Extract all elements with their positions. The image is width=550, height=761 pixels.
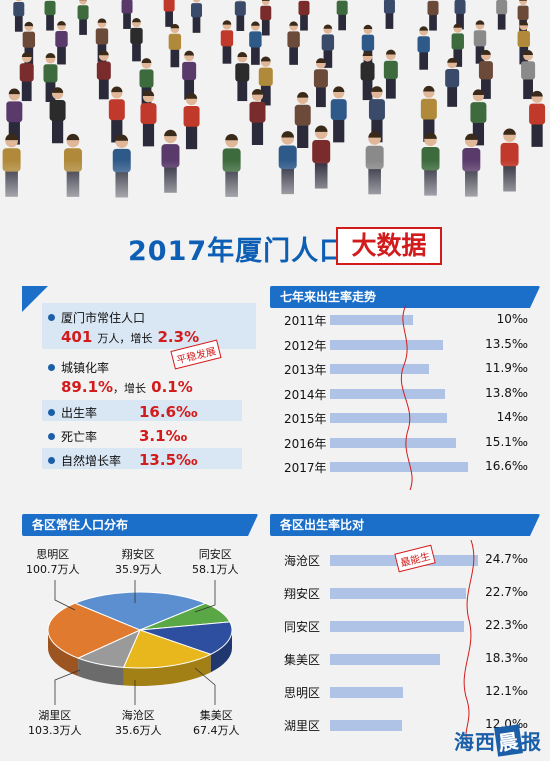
pie-label-haicang: 海沧区 35.6万人 bbox=[115, 709, 162, 737]
trend-bar bbox=[330, 315, 414, 325]
district-name-label: 思明区 bbox=[284, 686, 321, 700]
trend-year-label: 2016年 bbox=[284, 436, 327, 451]
district-bar bbox=[330, 654, 440, 665]
district-bar-row: 集美区 18.3‰ bbox=[268, 647, 538, 671]
district-bar bbox=[330, 588, 467, 599]
trend-year-label: 2011年 bbox=[284, 314, 327, 328]
trend-bar-row: 2013年 11.9‰ bbox=[268, 359, 538, 379]
pie-slice-side bbox=[210, 630, 232, 673]
pie-label-jimei: 集美区 67.4万人 bbox=[193, 709, 240, 737]
trend-year-label: 2015年 bbox=[284, 412, 327, 426]
district-pop-header: 各区常住人口分布 bbox=[22, 514, 258, 536]
district-name-label: 湖里区 bbox=[284, 719, 321, 733]
resident-unit: 万人，增长 bbox=[97, 332, 153, 345]
pie-slice-side bbox=[78, 658, 124, 686]
natural-value: 13.5‰ bbox=[139, 451, 198, 469]
urban-growth: 0.1% bbox=[151, 378, 193, 396]
birth-value: 16.6‰ bbox=[139, 403, 198, 421]
tear-line-2 bbox=[463, 540, 475, 740]
birth-label: 出生率 bbox=[61, 406, 98, 420]
district-name-label: 集美区 bbox=[284, 653, 321, 667]
pie-slice bbox=[139, 621, 233, 655]
resident-stat: 厦门市常住人口 401 万人，增长 2.3% bbox=[42, 303, 256, 349]
trend-bar-row: 2015年 14‰ bbox=[268, 408, 538, 428]
trend-value-label: 16.6‰ bbox=[485, 459, 528, 473]
district-bar-row: 翔安区 22.7‰ bbox=[268, 581, 538, 605]
death-label: 死亡率 bbox=[61, 430, 98, 444]
district-rate-header: 各区出生率比对 bbox=[270, 514, 540, 536]
resident-value: 401 bbox=[61, 328, 93, 346]
pie-label-xiangan: 翔安区 35.9万人 bbox=[115, 548, 162, 576]
trend-year-label: 2014年 bbox=[284, 387, 327, 402]
bullet-icon bbox=[48, 314, 55, 321]
trend-value-label: 15.1‰ bbox=[485, 434, 528, 449]
newspaper-logo: 海西晨报 bbox=[454, 724, 542, 757]
title-area: 2017年厦门人口 大数据 bbox=[0, 223, 550, 273]
bullet-icon bbox=[48, 457, 55, 464]
trend-bar bbox=[330, 364, 430, 374]
trend-value-label: 13.8‰ bbox=[485, 385, 528, 400]
trend-bar bbox=[330, 339, 443, 350]
district-name-label: 海沧区 bbox=[284, 554, 321, 568]
tear-line bbox=[400, 305, 413, 490]
trend-value-label: 10‰ bbox=[496, 312, 528, 326]
bullet-icon bbox=[48, 409, 55, 416]
resident-growth: 2.3% bbox=[157, 328, 200, 346]
pie-label-siming: 思明区 100.7万人 bbox=[26, 548, 80, 576]
title-highlight: 大数据 bbox=[336, 227, 442, 265]
trend-bar-row: 2012年 13.5‰ bbox=[268, 335, 538, 355]
trend-year-label: 2012年 bbox=[284, 338, 327, 353]
district-name-label: 同安区 bbox=[284, 620, 321, 634]
trend-bar-row: 2016年 15.1‰ bbox=[268, 433, 538, 453]
corner-arrow-icon bbox=[22, 286, 48, 312]
district-pie-chart bbox=[47, 591, 233, 686]
trend-bar bbox=[330, 462, 469, 472]
district-bar-row: 同安区 22.3‰ bbox=[268, 614, 538, 638]
page-title: 2017年厦门人口 bbox=[128, 236, 348, 267]
resident-label: 厦门市常住人口 bbox=[61, 311, 146, 325]
pie-label-huli: 湖里区 103.3万人 bbox=[28, 709, 82, 737]
district-bar bbox=[330, 621, 464, 632]
bullet-icon bbox=[48, 433, 55, 440]
district-value-label: 18.3‰ bbox=[485, 651, 528, 665]
death-value: 3.1‰ bbox=[139, 427, 188, 445]
district-bar bbox=[330, 720, 402, 731]
district-name-label: 翔安区 bbox=[284, 587, 321, 601]
trend-bar bbox=[330, 437, 456, 448]
district-bar-row: 思明区 12.1‰ bbox=[268, 680, 538, 704]
birth-stat: 出生率 16.6‰ bbox=[42, 400, 242, 421]
natural-label: 自然增长率 bbox=[61, 454, 122, 468]
trend-value-label: 11.9‰ bbox=[485, 361, 528, 375]
trend-bar-row: 2014年 13.8‰ bbox=[268, 384, 538, 404]
death-stat: 死亡率 3.1‰ bbox=[42, 424, 242, 445]
district-value-label: 22.3‰ bbox=[485, 618, 528, 632]
district-value-label: 22.7‰ bbox=[485, 585, 528, 599]
trend-year-label: 2013年 bbox=[284, 363, 327, 377]
trend-bar bbox=[330, 388, 445, 399]
urban-value: 89.1% bbox=[61, 378, 114, 396]
district-value-label: 24.7‰ bbox=[485, 552, 528, 566]
urban-label: 城镇化率 bbox=[61, 361, 110, 375]
pie-slice bbox=[122, 629, 212, 669]
natural-stat: 自然增长率 13.5‰ bbox=[42, 448, 242, 469]
district-value-label: 12.1‰ bbox=[485, 684, 528, 698]
urban-mid: ，增长 bbox=[113, 382, 147, 395]
trend-header: 七年来出生率走势 bbox=[270, 286, 540, 308]
crowd-fade bbox=[0, 160, 550, 220]
trend-bar bbox=[330, 413, 447, 423]
trend-year-label: 2017年 bbox=[284, 461, 327, 475]
trend-bar-row: 2017年 16.6‰ bbox=[268, 457, 538, 477]
pie-slice-side bbox=[48, 630, 79, 677]
urban-stat: 城镇化率 89.1%，增长 0.1% bbox=[42, 354, 256, 396]
bullet-icon bbox=[48, 364, 55, 371]
pie-label-tongan: 同安区 58.1万人 bbox=[192, 548, 239, 576]
trend-bar-row: 2011年 10‰ bbox=[268, 310, 538, 330]
district-bar bbox=[330, 687, 403, 698]
trend-value-label: 14‰ bbox=[496, 410, 528, 424]
trend-value-label: 13.5‰ bbox=[485, 336, 528, 351]
